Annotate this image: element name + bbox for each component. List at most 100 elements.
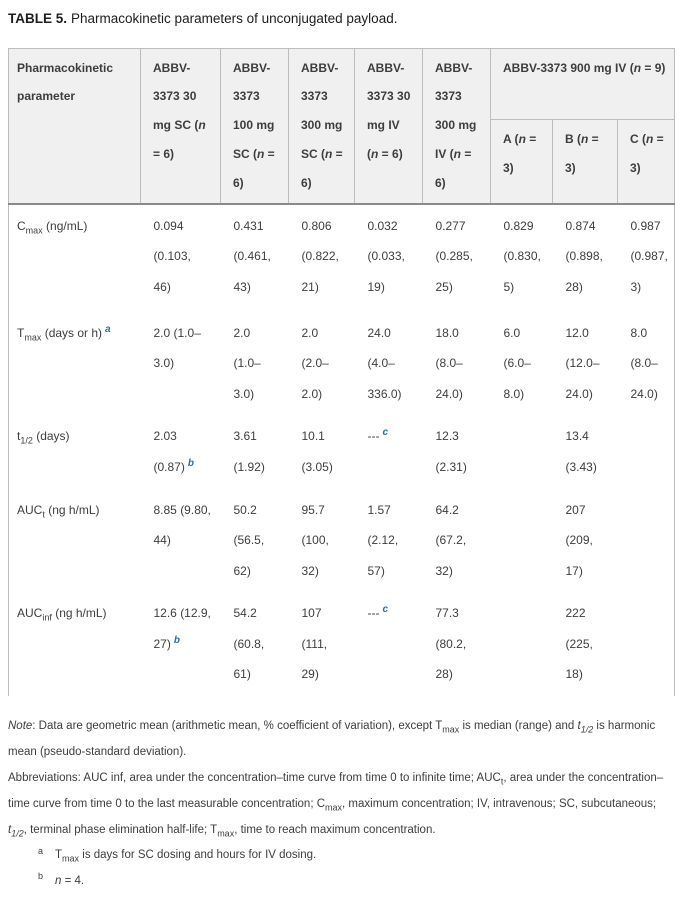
table-row-tmax: Tmax (days or h) a 2.0 (1.0–3.0) 2.0 (1.0… <box>9 312 675 416</box>
cell-value: 222 (225, 18) <box>565 606 593 682</box>
table-cell: 0.987 (0.987, 3) <box>618 204 675 312</box>
table-cell <box>618 415 675 488</box>
cell-value: 18.0 (8.0–24.0) <box>435 325 463 401</box>
cell-value: 0.277 (0.285, 25) <box>435 218 473 294</box>
table-title: TABLE 5. Pharmacokinetic parameters of un… <box>8 10 674 28</box>
cell-value: 3.61 (1.92) <box>233 429 265 474</box>
table-cell: 18.0 (8.0–24.0) <box>423 312 491 416</box>
table-cell: 54.2 (60.8, 61) <box>221 592 289 696</box>
footnote-a: a Tmax is days for SC dosing and hours fo… <box>38 845 317 864</box>
cell-value: 77.3 (80.2, 28) <box>435 606 467 682</box>
cell-value: 24.0 (4.0–336.0) <box>367 325 402 401</box>
table-cell <box>491 592 553 696</box>
table-number: TABLE 5. <box>8 11 68 26</box>
col-header-parameter: Pharmacokinetic parameter <box>8 47 141 205</box>
abbreviations-text: Abbreviations: AUC inf, area under the c… <box>8 771 664 838</box>
table-cell: 0.431 (0.461, 43) <box>221 204 289 312</box>
cell-value: 0.829 (0.830, 5) <box>503 218 541 294</box>
cell-value: 10.1 (3.05) <box>301 429 333 474</box>
cell-value: 1.57 (2.12, 57) <box>367 502 399 578</box>
cell-value: 95.7 (100, 32) <box>301 502 329 578</box>
cell-value: 0.431 (0.461, 43) <box>233 218 271 294</box>
footnote-marker: b <box>173 634 180 646</box>
cell-value: --- <box>367 606 380 621</box>
table-row-cmax: Cmax (ng/mL) 0.094 (0.103, 46) 0.431 (0.… <box>9 204 675 312</box>
cell-value: 50.2 (56.5, 62) <box>233 502 265 578</box>
table-cell: 6.0 (6.0–8.0) <box>491 312 553 416</box>
cell-value: 2.03 (0.87) <box>153 429 185 474</box>
table-cell: --- c <box>355 592 423 696</box>
table-cell: 3.61 (1.92) <box>221 415 289 488</box>
table-cell: 10.1 (3.05) <box>289 415 355 488</box>
cell-value: 54.2 (60.8, 61) <box>233 606 265 682</box>
footnote-marker: c <box>382 604 389 616</box>
cell-value: 12.6 (12.9, 27) <box>153 606 211 651</box>
table-cell: 0.874 (0.898, 28) <box>553 204 618 312</box>
cell-value: 0.032 (0.033, 19) <box>367 218 405 294</box>
row-label-tmax: Tmax (days or h) a <box>17 323 111 342</box>
table-cell: 64.2 (67.2, 32) <box>423 489 491 593</box>
table-cell: 50.2 (56.5, 62) <box>221 489 289 593</box>
cell-value: 8.0 (8.0–24.0) <box>630 325 658 401</box>
pk-table: Pharmacokinetic parameter ABBV-3373 30 m… <box>8 47 676 697</box>
table-cell: 0.829 (0.830, 5) <box>491 204 553 312</box>
footnote-marker: a <box>105 323 111 335</box>
col-header-arm-c: C (n = 3) <box>616 119 676 205</box>
table-cell: 12.3 (2.31) <box>423 415 491 488</box>
row-label-aucinf: AUCinf (ng h/mL) <box>17 606 107 623</box>
table-cell: 77.3 (80.2, 28) <box>423 592 491 696</box>
cell-value: --- <box>367 429 380 444</box>
cell-value: 0.987 (0.987, 3) <box>630 218 668 294</box>
table-row-aucinf: AUCinf (ng h/mL) 12.6 (12.9, 27) b 54.2 (… <box>9 592 675 696</box>
table-row-auct: AUCt (ng h/mL) 8.85 (9.80, 44) 50.2 (56.… <box>9 489 675 593</box>
table-cell <box>618 592 675 696</box>
cell-value: 0.806 (0.822, 21) <box>301 218 339 294</box>
cell-value: 0.094 (0.103, 46) <box>153 218 191 294</box>
col-header-300mg-sc: ABBV-3373 300 mg SC (n = 6) <box>288 47 355 205</box>
note-text: Note: Data are geometric mean (arithmeti… <box>8 720 656 758</box>
table-cell: --- c <box>355 415 423 488</box>
row-label-thalf: t1/2 (days) <box>17 429 70 446</box>
table-cell: 107 (111, 29) <box>289 592 355 696</box>
table-cell: 8.0 (8.0–24.0) <box>618 312 675 416</box>
row-label-auct: AUCt (ng h/mL) <box>17 502 100 519</box>
cell-value: 0.874 (0.898, 28) <box>565 218 603 294</box>
cell-value: 64.2 (67.2, 32) <box>435 502 467 578</box>
cell-value: 13.4 (3.43) <box>565 429 597 474</box>
table-cell: 0.806 (0.822, 21) <box>289 204 355 312</box>
col-header-30mg-sc: ABBV-3373 30 mg SC (n = 6) <box>140 47 221 205</box>
table-cell: 2.0 (1.0–3.0) <box>221 312 289 416</box>
table-cell: 8.85 (9.80, 44) <box>141 489 221 593</box>
table-cell: 95.7 (100, 32) <box>289 489 355 593</box>
table-cell: 13.4 (3.43) <box>553 415 618 488</box>
table-cell: 12.6 (12.9, 27) b <box>141 592 221 696</box>
table-notes: Note: Data are geometric mean (arithmeti… <box>8 714 674 895</box>
footnote-b-marker: b <box>38 871 44 882</box>
col-header-30mg-iv: ABBV-3373 30 mg IV (n = 6) <box>354 47 423 205</box>
table-caption: Pharmacokinetic parameters of unconjugat… <box>71 11 398 26</box>
table-cell: 0.032 (0.033, 19) <box>355 204 423 312</box>
cell-value: 12.0 (12.0–24.0) <box>565 325 600 401</box>
table-cell <box>491 489 553 593</box>
col-header-arm-a: A (n = 3) <box>490 119 553 205</box>
cell-value: 12.3 (2.31) <box>435 429 467 474</box>
table-cell <box>618 489 675 593</box>
footnote-marker: b <box>187 457 194 469</box>
col-header-300mg-iv: ABBV-3373 300 mg IV (n = 6) <box>422 47 491 205</box>
table-cell: 2.0 (2.0–2.0) <box>289 312 355 416</box>
cell-value: 2.0 (1.0–3.0) <box>233 325 261 401</box>
row-label-cmax: Cmax (ng/mL) <box>17 218 88 235</box>
cell-value: 8.85 (9.80, 44) <box>153 502 211 548</box>
table-cell <box>491 415 553 488</box>
col-header-900mg-iv-group: ABBV-3373 900 mg IV (n = 9) <box>489 47 676 121</box>
footnote-marker: c <box>382 427 389 439</box>
table-cell: 2.03 (0.87) b <box>141 415 221 488</box>
table-cell: 222 (225, 18) <box>553 592 618 696</box>
table-row-thalf: t1/2 (days) 2.03 (0.87) b 3.61 (1.92) 10.… <box>9 415 675 488</box>
table-cell: 2.0 (1.0–3.0) <box>141 312 221 416</box>
cell-value: 107 (111, 29) <box>301 606 328 682</box>
table-cell: 12.0 (12.0–24.0) <box>553 312 618 416</box>
footnote-a-marker: a <box>38 845 44 856</box>
